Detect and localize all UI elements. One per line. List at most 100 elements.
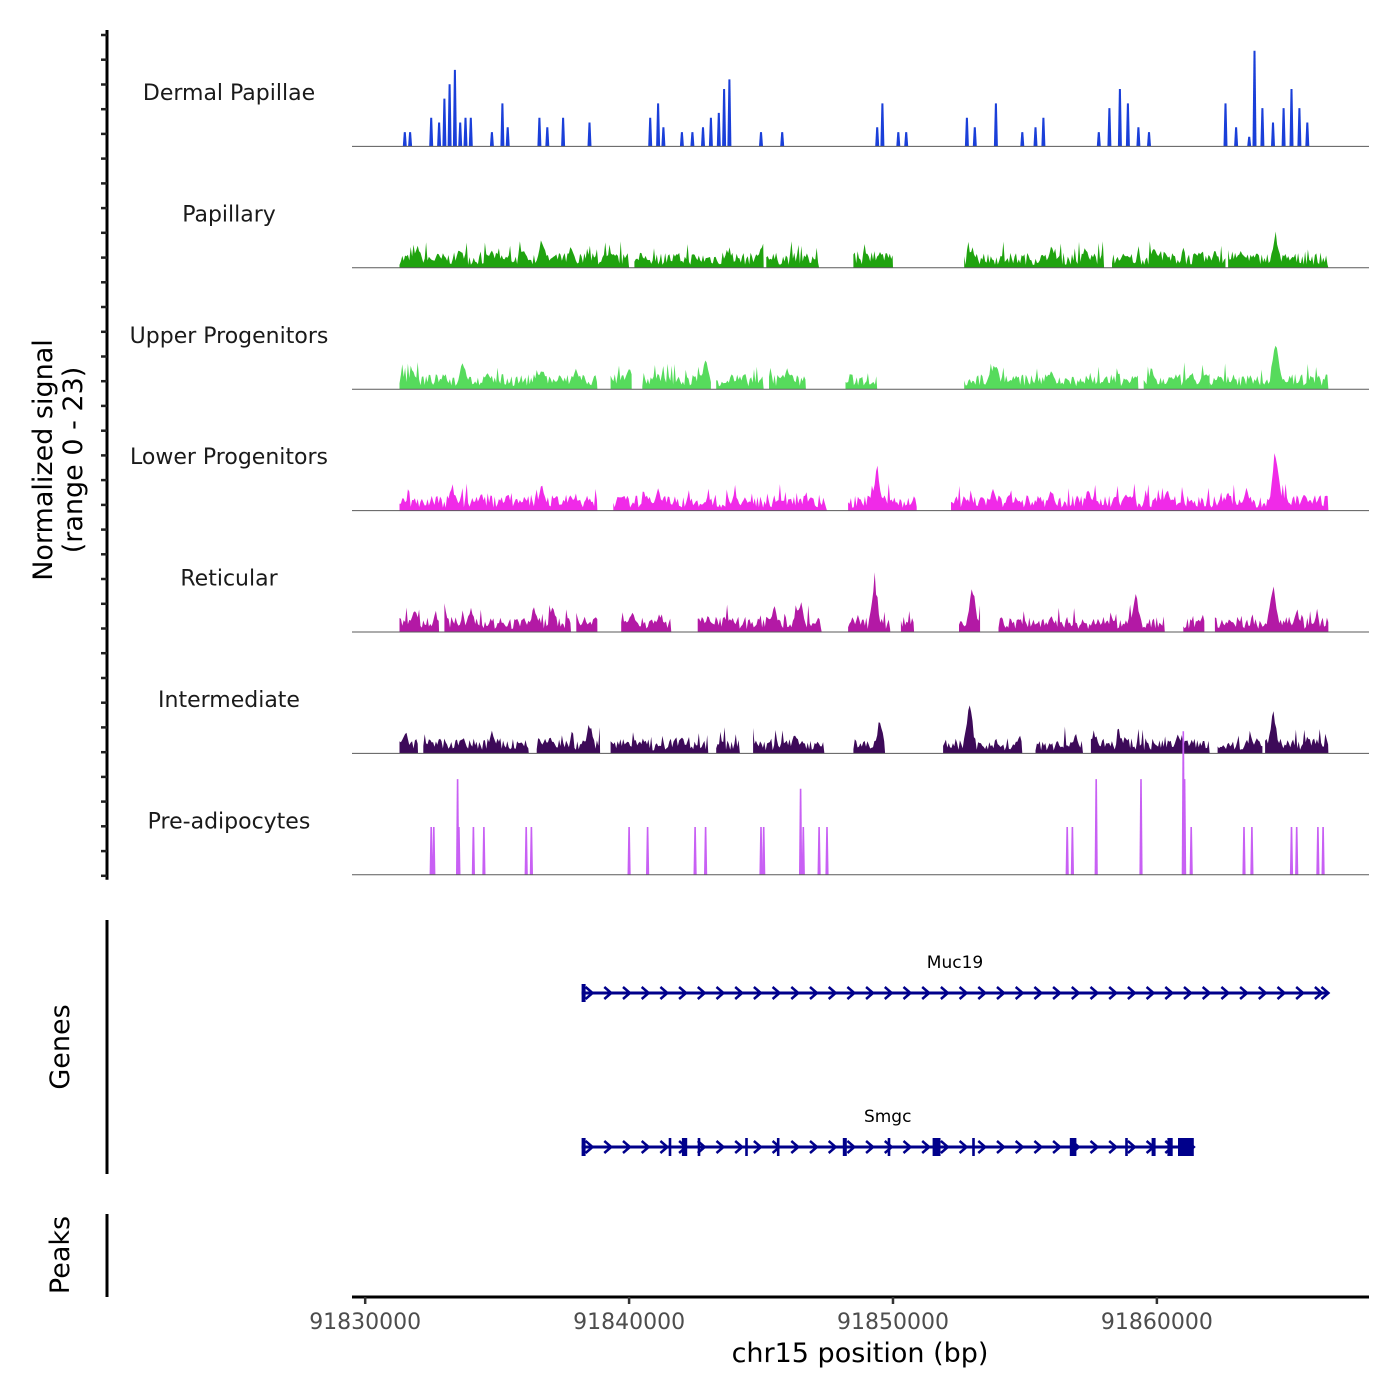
track-0-peak-23 [708,117,713,147]
track-0-peak-16 [587,122,592,147]
track-6-peak-17 [825,827,829,875]
gene-Muc19-strand-arrow [1164,986,1175,1000]
track-5-signal-area [399,705,1329,754]
coverage-tracks [352,50,1369,876]
track-6-peak-8 [627,827,631,875]
gene-Muc19-strand-arrow [678,986,689,1000]
gene-Muc19-strand-arrow [603,986,614,1000]
track-0-peak-13 [537,117,542,147]
y-axis [101,30,109,880]
track-0-peak-7 [458,122,463,147]
gene-Muc19-strand-arrow [1108,986,1119,1000]
gene-Muc19-strand-arrow [1239,986,1250,1000]
track-0-peak-40 [1107,108,1112,147]
genes-panel: Muc19 Smgc [581,953,1331,1156]
track-6-peak-10 [693,827,697,875]
gene-Muc19-strand-arrow [921,986,932,1000]
track-0-peak-48 [1252,50,1257,147]
gene-Muc19-strand-arrow [1183,986,1193,1000]
x-axis: 91830000 91840000 91850000 91860000 [309,1295,1369,1335]
track-4 [352,572,1369,633]
gene-Muc19-strand-arrow [846,986,857,1000]
track-0-peak-9 [468,117,473,147]
gene-Smgc-exon-9 [972,1138,975,1156]
track-0-peak-49 [1260,108,1265,147]
gene-Muc19-strand-arrow [696,986,707,1000]
gene-Smgc-strand-arrow [827,1140,838,1154]
track-0-peak-33 [964,117,969,147]
gene-Muc19-strand-arrow [1276,986,1287,1000]
track-labels: Dermal Papillae Papillary Upper Progenitor… [130,81,329,834]
gene-Smgc-strand-arrow [1052,1140,1063,1154]
gene-Smgc-strand-arrow [996,1140,1006,1154]
track-0-peak-8 [463,117,468,147]
gene-Smgc-exon-13 [1167,1138,1173,1156]
track-6-peak-11 [704,827,708,875]
track-0-peak-43 [1136,127,1141,147]
track-0-peak-34 [972,127,977,147]
gene-Muc19-strand-arrow [1052,986,1063,1000]
track-6 [352,731,1369,876]
gene-Smgc-strand-arrow [753,1140,763,1154]
track-0-peak-11 [500,103,505,147]
track-0-peak-54 [1305,122,1310,147]
track-0-peak-0 [402,132,407,147]
gene-Smgc-strand-arrow [659,1140,670,1154]
gene-Muc19-strand-arrow [790,986,801,1000]
track-0-peak-47 [1247,136,1252,147]
gene-Muc19: Muc19 [581,953,1331,1002]
track-0-peak-35 [993,103,998,147]
track-6-peak-24 [1189,827,1193,875]
track-0-peak-20 [679,132,684,147]
gene-Smgc-exon-12 [1151,1138,1156,1156]
gene-Smgc-strand-arrow [958,1140,969,1154]
gene-Muc19-strand-arrow [1314,986,1324,1000]
track-2-signal-area [399,345,1329,390]
track-0-peak-28 [780,132,785,147]
track-0-peak-41 [1117,89,1122,147]
gene-Muc19-strand-arrow [1070,986,1081,1000]
track-4-signal-area [399,572,1329,632]
x-tick-label: 91860000 [1101,1310,1213,1335]
track-6-peak-15 [801,827,805,875]
gene-Smgc-strand-arrow [809,1140,819,1154]
gene-Muc19-strand-arrow [1014,986,1025,1000]
gene-Smgc-exon-7 [887,1138,891,1156]
track-0-peak-30 [880,103,885,147]
gene-Muc19-strand-arrow [734,986,745,1000]
gene-Smgc-strand-arrow [622,1140,632,1154]
track-0-peak-38 [1041,117,1046,147]
track-0-peak-1 [408,132,413,147]
gene-Smgc-exon-1 [668,1138,672,1156]
gene-Muc19-strand-arrow [1089,986,1100,1000]
y-axis-title-line2: (range 0 - 23) [58,367,89,554]
track-6-peak-12 [759,827,763,875]
y-axis-title-line1: Normalized signal [28,339,59,581]
gene-Smgc-exon-0 [581,1138,586,1156]
track-6-peak-28 [1295,827,1299,875]
track-0-peak-26 [727,79,732,147]
gene-Muc19-strand-arrow [1257,986,1268,1000]
gene-Smgc-strand-arrow [1089,1140,1100,1154]
gene-Smgc-strand-arrow [715,1140,726,1154]
track-0-peak-6 [452,69,457,147]
track-6-peak-29 [1316,827,1320,875]
gene-Muc19-strand-arrow [940,986,950,1000]
gene-Muc19-strand-arrow [753,986,763,1000]
gene-Smgc-exon-5 [776,1138,780,1156]
genes-panel-title: Genes [45,1004,76,1089]
track-0-peak-36 [1020,132,1025,147]
track-6-peak-3 [457,827,461,875]
gene-Smgc: Smgc [581,1107,1196,1156]
track-6-peak-9 [646,827,650,875]
track-label-5: Intermediate [158,688,300,713]
x-tick-label: 91830000 [309,1310,421,1335]
track-0 [352,50,1369,147]
gene-Smgc-strand-arrow [640,1140,651,1154]
gene-Muc19-exon-0 [581,984,586,1002]
track-label-2: Upper Progenitors [130,324,329,349]
x-tick-label: 91850000 [837,1310,949,1335]
gene-Muc19-strand-arrow [865,986,876,1000]
track-6-peak-7 [529,827,533,875]
gene-Smgc-strand-arrow [790,1140,801,1154]
